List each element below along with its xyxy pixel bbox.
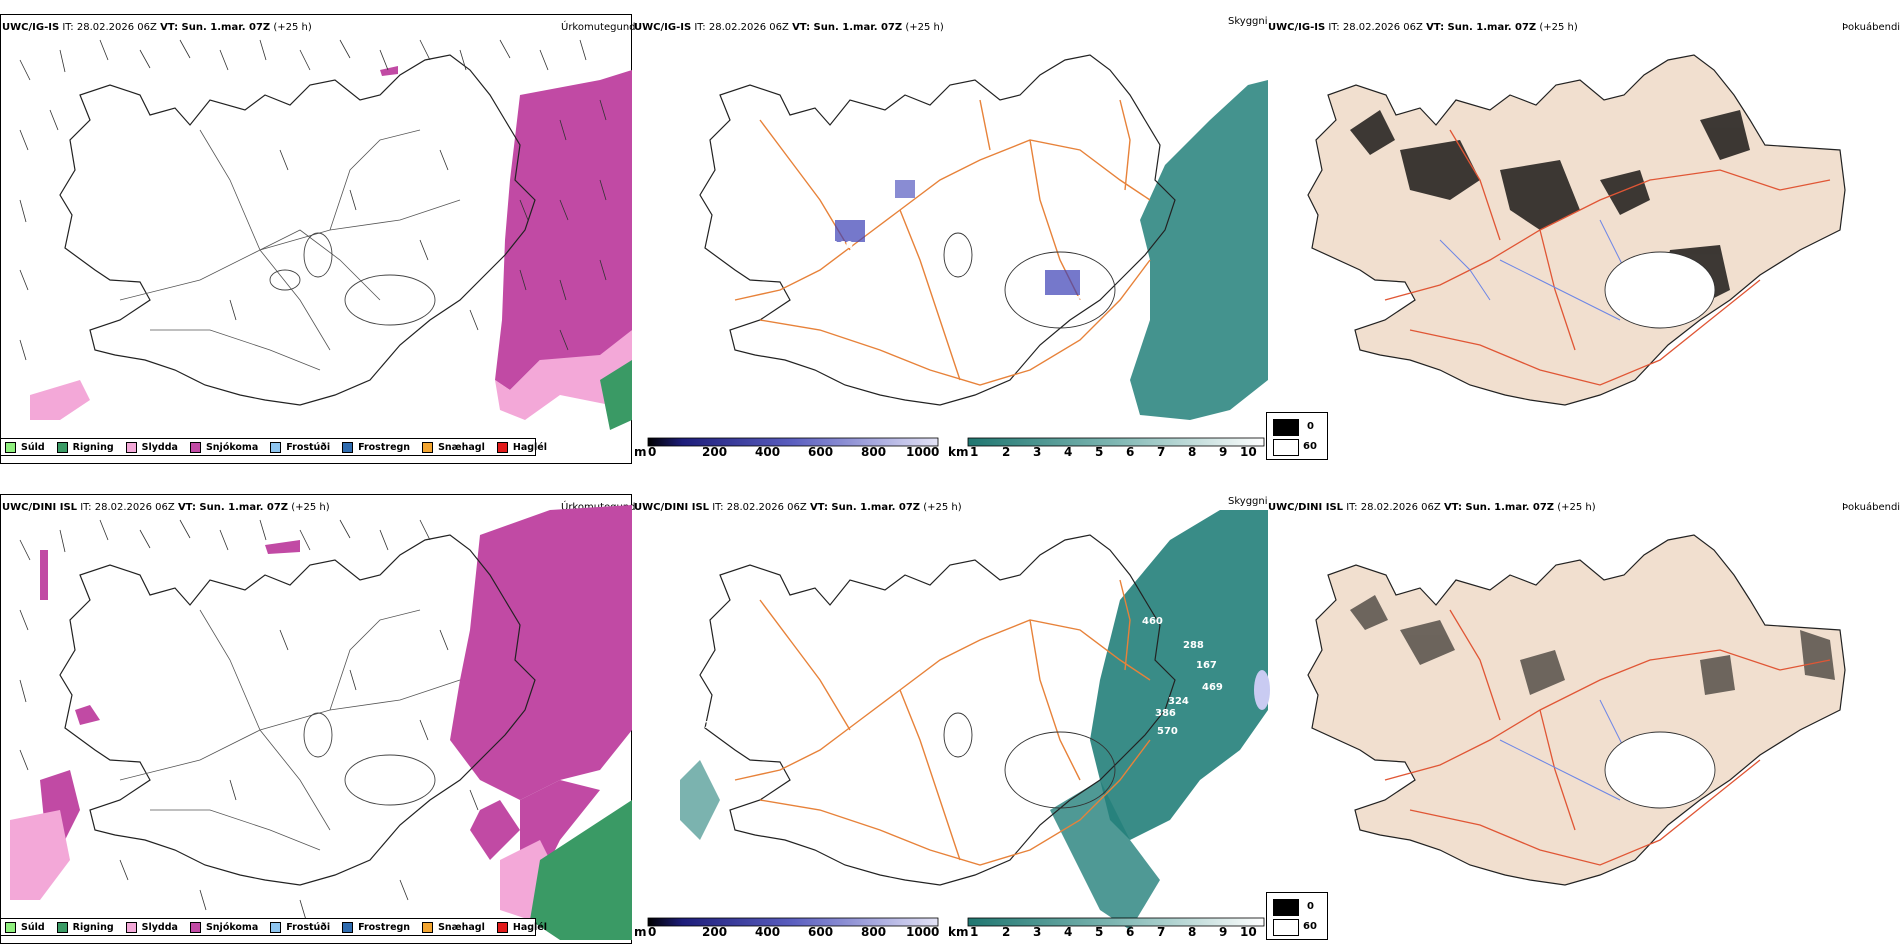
cbk-tick: 4 [1064, 445, 1073, 459]
cbm-tick: 800 [861, 445, 887, 459]
cloud-map-1 [699, 54, 1268, 420]
fog-map-1 [1307, 54, 1846, 406]
precip-map-2 [10, 505, 632, 940]
fog-map-2 [1307, 534, 1846, 886]
legend-item-snaehagl: Snæhagl [422, 921, 485, 933]
cbm-tick: 400 [755, 925, 781, 939]
cbk-tick: 1 [970, 925, 979, 939]
legend-item-frostregn: Frostregn [342, 441, 410, 453]
header-fog-2: UWC/DINI ISL IT: 28.02.2026 06Z VT: Sun.… [1268, 502, 1596, 513]
cbm-tick: 0 [648, 445, 657, 459]
cbm-tick: 200 [702, 925, 728, 939]
cloud-label: 469 [1202, 682, 1223, 693]
cbm-tick: 400 [755, 445, 781, 459]
fog-range-legend-2: 0 60 [1266, 892, 1328, 940]
legend-item-snaehagl: Snæhagl [422, 441, 485, 453]
cbk-tick: 7 [1157, 925, 1166, 939]
fog-tag-1: Þokuábendi [1842, 22, 1900, 33]
cbk-tick: 9 [1219, 925, 1228, 939]
cbm-tick: 1000 [906, 925, 940, 939]
cloud-label: 160 [832, 240, 853, 251]
cloud-label: 13 [810, 238, 824, 249]
row-1: UWC/IG-IS IT: 28.02.2026 06Z VT: Sun. 1.… [0, 14, 1900, 464]
cbk-tick: 7 [1157, 445, 1166, 459]
cloud-tag-1: Skyggni [1228, 16, 1268, 27]
legend-item-suld: Súld [5, 441, 45, 453]
precip-tag-1: Úrkomutegund [561, 22, 636, 33]
header-precip-1: UWC/IG-IS IT: 28.02.2026 06Z VT: Sun. 1.… [2, 22, 312, 33]
cbk-tick: 3 [1033, 445, 1042, 459]
cbm-tick: 200 [702, 445, 728, 459]
legend-item-frostudi: Frostúði [270, 441, 330, 453]
legend-item-haglel: Haglél [496, 921, 547, 933]
cloud-label: 167 [1196, 660, 1217, 671]
cbk-tick: 2 [1002, 925, 1011, 939]
maps-row-2 [10, 505, 1846, 940]
maps-row-1 [19, 39, 1846, 430]
cbm-tick: 600 [808, 925, 834, 939]
cbk-tick: 9 [1219, 445, 1228, 459]
legend-item-suld: Súld [5, 921, 45, 933]
cbm-tick: 0 [648, 925, 657, 939]
cbm-tick: 600 [808, 445, 834, 459]
legend-item-slydda: Slydda [125, 921, 178, 933]
cbk-tick: 6 [1126, 925, 1135, 939]
cbk-tick: 6 [1126, 445, 1135, 459]
cbm-tick: 800 [861, 925, 887, 939]
legend-item-rigning: Rigning [56, 921, 114, 933]
cbk-tick: 10 [1240, 925, 1257, 939]
colorbar-km-unit-1: km [948, 445, 969, 459]
cbk-tick: 2 [1002, 445, 1011, 459]
legend-item-haglel: Haglél [496, 441, 547, 453]
cbk-tick: 3 [1033, 925, 1042, 939]
precip-legend-2: Súld Rigning Slydda Snjókoma Frostúði Fr… [0, 918, 547, 936]
cbk-tick: 5 [1095, 445, 1104, 459]
colorbar-km-unit-2: km [948, 925, 969, 939]
legend-item-slydda: Slydda [125, 441, 178, 453]
cbk-tick: 5 [1095, 925, 1104, 939]
legend-item-rigning: Rigning [56, 441, 114, 453]
fog-tag-2: Þokuábendi [1842, 502, 1900, 513]
colorbar-m-unit-2: m [634, 925, 647, 939]
legend-item-snjokoma: Snjókoma [189, 441, 258, 453]
precip-map-1 [19, 39, 632, 430]
fog-range-legend-1: 0 60 [1266, 412, 1328, 460]
legend-item-frostudi: Frostúði [270, 921, 330, 933]
header-fog-1: UWC/IG-IS IT: 28.02.2026 06Z VT: Sun. 1.… [1268, 22, 1578, 33]
cloud-label: 17 [704, 720, 718, 731]
cloud-label: 17 [1088, 290, 1102, 301]
cbk-tick: 8 [1188, 925, 1197, 939]
legend-item-snjokoma: Snjókoma [189, 921, 258, 933]
legend-item-frostregn: Frostregn [342, 921, 410, 933]
cbk-tick: 10 [1240, 445, 1257, 459]
cbk-tick: 8 [1188, 445, 1197, 459]
cbm-tick: 1000 [906, 445, 940, 459]
cloud-tag-2: Skyggni [1228, 496, 1268, 507]
cloud-label: 386 [1155, 708, 1176, 719]
header-cloud-2: UWC/DINI ISL IT: 28.02.2026 06Z VT: Sun.… [634, 502, 962, 513]
cloud-label: 128 [1060, 295, 1081, 306]
cbk-tick: 4 [1064, 925, 1073, 939]
cloud-label: 570 [1157, 726, 1178, 737]
cloud-label: 324 [1168, 696, 1189, 707]
header-precip-2: UWC/DINI ISL IT: 28.02.2026 06Z VT: Sun.… [2, 502, 330, 513]
colorbar-m-unit-1: m [634, 445, 647, 459]
cloud-map-2 [680, 510, 1270, 930]
precip-legend-1: Súld Rigning Slydda Snjókoma Frostúði Fr… [0, 438, 547, 456]
header-cloud-1: UWC/IG-IS IT: 28.02.2026 06Z VT: Sun. 1.… [634, 22, 944, 33]
row-2: UWC/DINI ISL IT: 28.02.2026 06Z VT: Sun.… [0, 480, 1900, 950]
cloud-label: 460 [1142, 616, 1163, 627]
cloud-label: 288 [1183, 640, 1204, 651]
cbk-tick: 1 [970, 445, 979, 459]
